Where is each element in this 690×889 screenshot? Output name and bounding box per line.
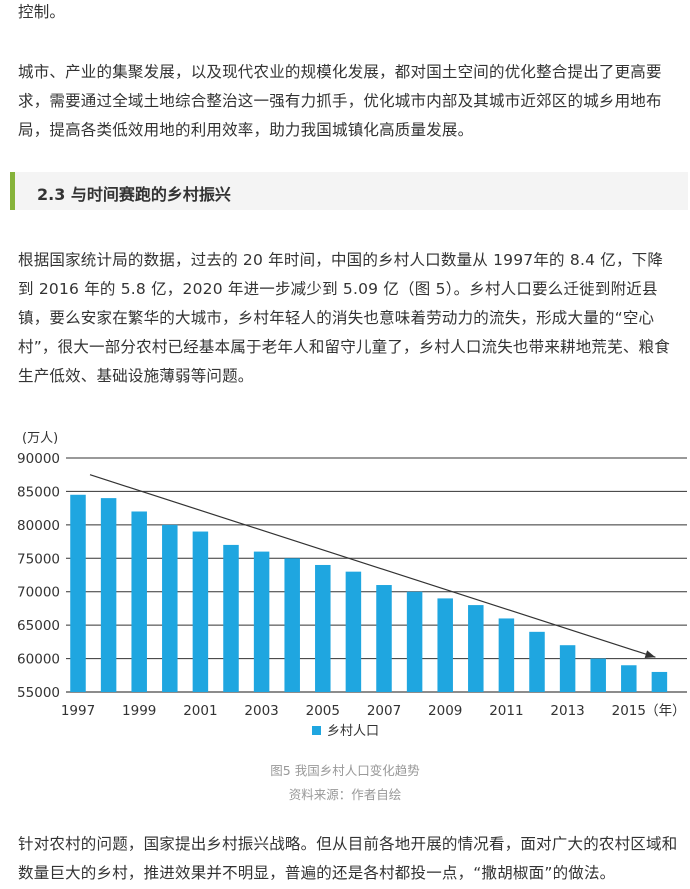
bar-2014	[590, 658, 606, 692]
y-tick-label: 55000	[17, 685, 60, 701]
x-tick-label: 2009	[428, 703, 462, 719]
trend-arrow-line	[89, 474, 656, 658]
trend-arrow-head	[644, 650, 656, 658]
rural-population-chart: (万人) 55000 60000 65000 70000 75000 80000 85000 9…	[17, 431, 687, 739]
bar-2013	[559, 645, 576, 692]
figure-source: 资料来源：作者自绘	[288, 787, 402, 802]
legend-label: 乡村人口	[327, 724, 379, 739]
x-tick-label: 1999	[122, 703, 156, 719]
figure-caption: 图5 我国乡村人口变化趋势	[270, 763, 420, 778]
bar-2004	[284, 558, 300, 692]
bar-2008	[406, 591, 423, 692]
bar-1997	[70, 494, 86, 692]
bar-2011	[498, 618, 515, 692]
x-tick-label: 2015	[612, 703, 646, 719]
x-tick-label: 2001	[183, 703, 217, 719]
y-axis-unit: (万人)	[22, 431, 58, 446]
y-tick-label: 60000	[17, 652, 60, 668]
bar-2003	[253, 551, 270, 692]
y-tick-label: 65000	[17, 618, 60, 634]
bar-2001	[192, 531, 209, 692]
bar-1998	[100, 498, 117, 692]
x-tick-label: 2005	[306, 703, 340, 719]
bar-2005	[315, 564, 331, 692]
bar-1999	[131, 511, 147, 692]
bar-2010	[468, 605, 484, 692]
section-heading: 2.3 与时间赛跑的乡村振兴	[10, 172, 688, 210]
bar-2006	[345, 571, 362, 692]
section-title-text: 与时间赛跑的乡村振兴	[70, 185, 231, 204]
bar-2016	[651, 671, 668, 692]
bar-2007	[376, 585, 392, 692]
bar-2015	[621, 665, 637, 692]
x-tick-label: 2007	[367, 703, 401, 719]
y-tick-label: 90000	[17, 451, 60, 467]
legend-swatch	[312, 726, 321, 735]
x-axis-unit: （年）	[645, 703, 686, 719]
x-tick-label: 2003	[244, 703, 278, 719]
bar-2012	[529, 631, 545, 692]
x-tick-label: 2013	[550, 703, 584, 719]
section-number: 2.3	[37, 185, 66, 204]
section-title: 2.3 与时间赛跑的乡村振兴	[37, 181, 231, 205]
bar-2000	[162, 524, 178, 692]
y-tick-label: 85000	[17, 484, 60, 500]
paragraph-revitalization: 针对农村的问题，国家提出乡村振兴战略。但从目前各地开展的情况看，面对广大的农村区…	[18, 835, 678, 882]
paragraph-rural: 根据国家统计局的数据，过去的 20 年时间，中国的乡村人口数量从 1997年的 …	[18, 251, 670, 385]
bar-2002	[223, 544, 239, 692]
paragraph-urban: 城市、产业的集聚发展，以及现代农业的规模化发展，都对国土空间的优化整合提出了更高…	[18, 63, 662, 139]
x-tick-label: 1997	[61, 703, 95, 719]
y-tick-label: 80000	[17, 518, 60, 534]
y-tick-label: 75000	[17, 551, 60, 567]
x-tick-label: 2011	[489, 703, 523, 719]
intro-fragment: 控制。	[18, 3, 66, 21]
bar-2009	[437, 598, 453, 692]
y-tick-label: 70000	[17, 585, 60, 601]
